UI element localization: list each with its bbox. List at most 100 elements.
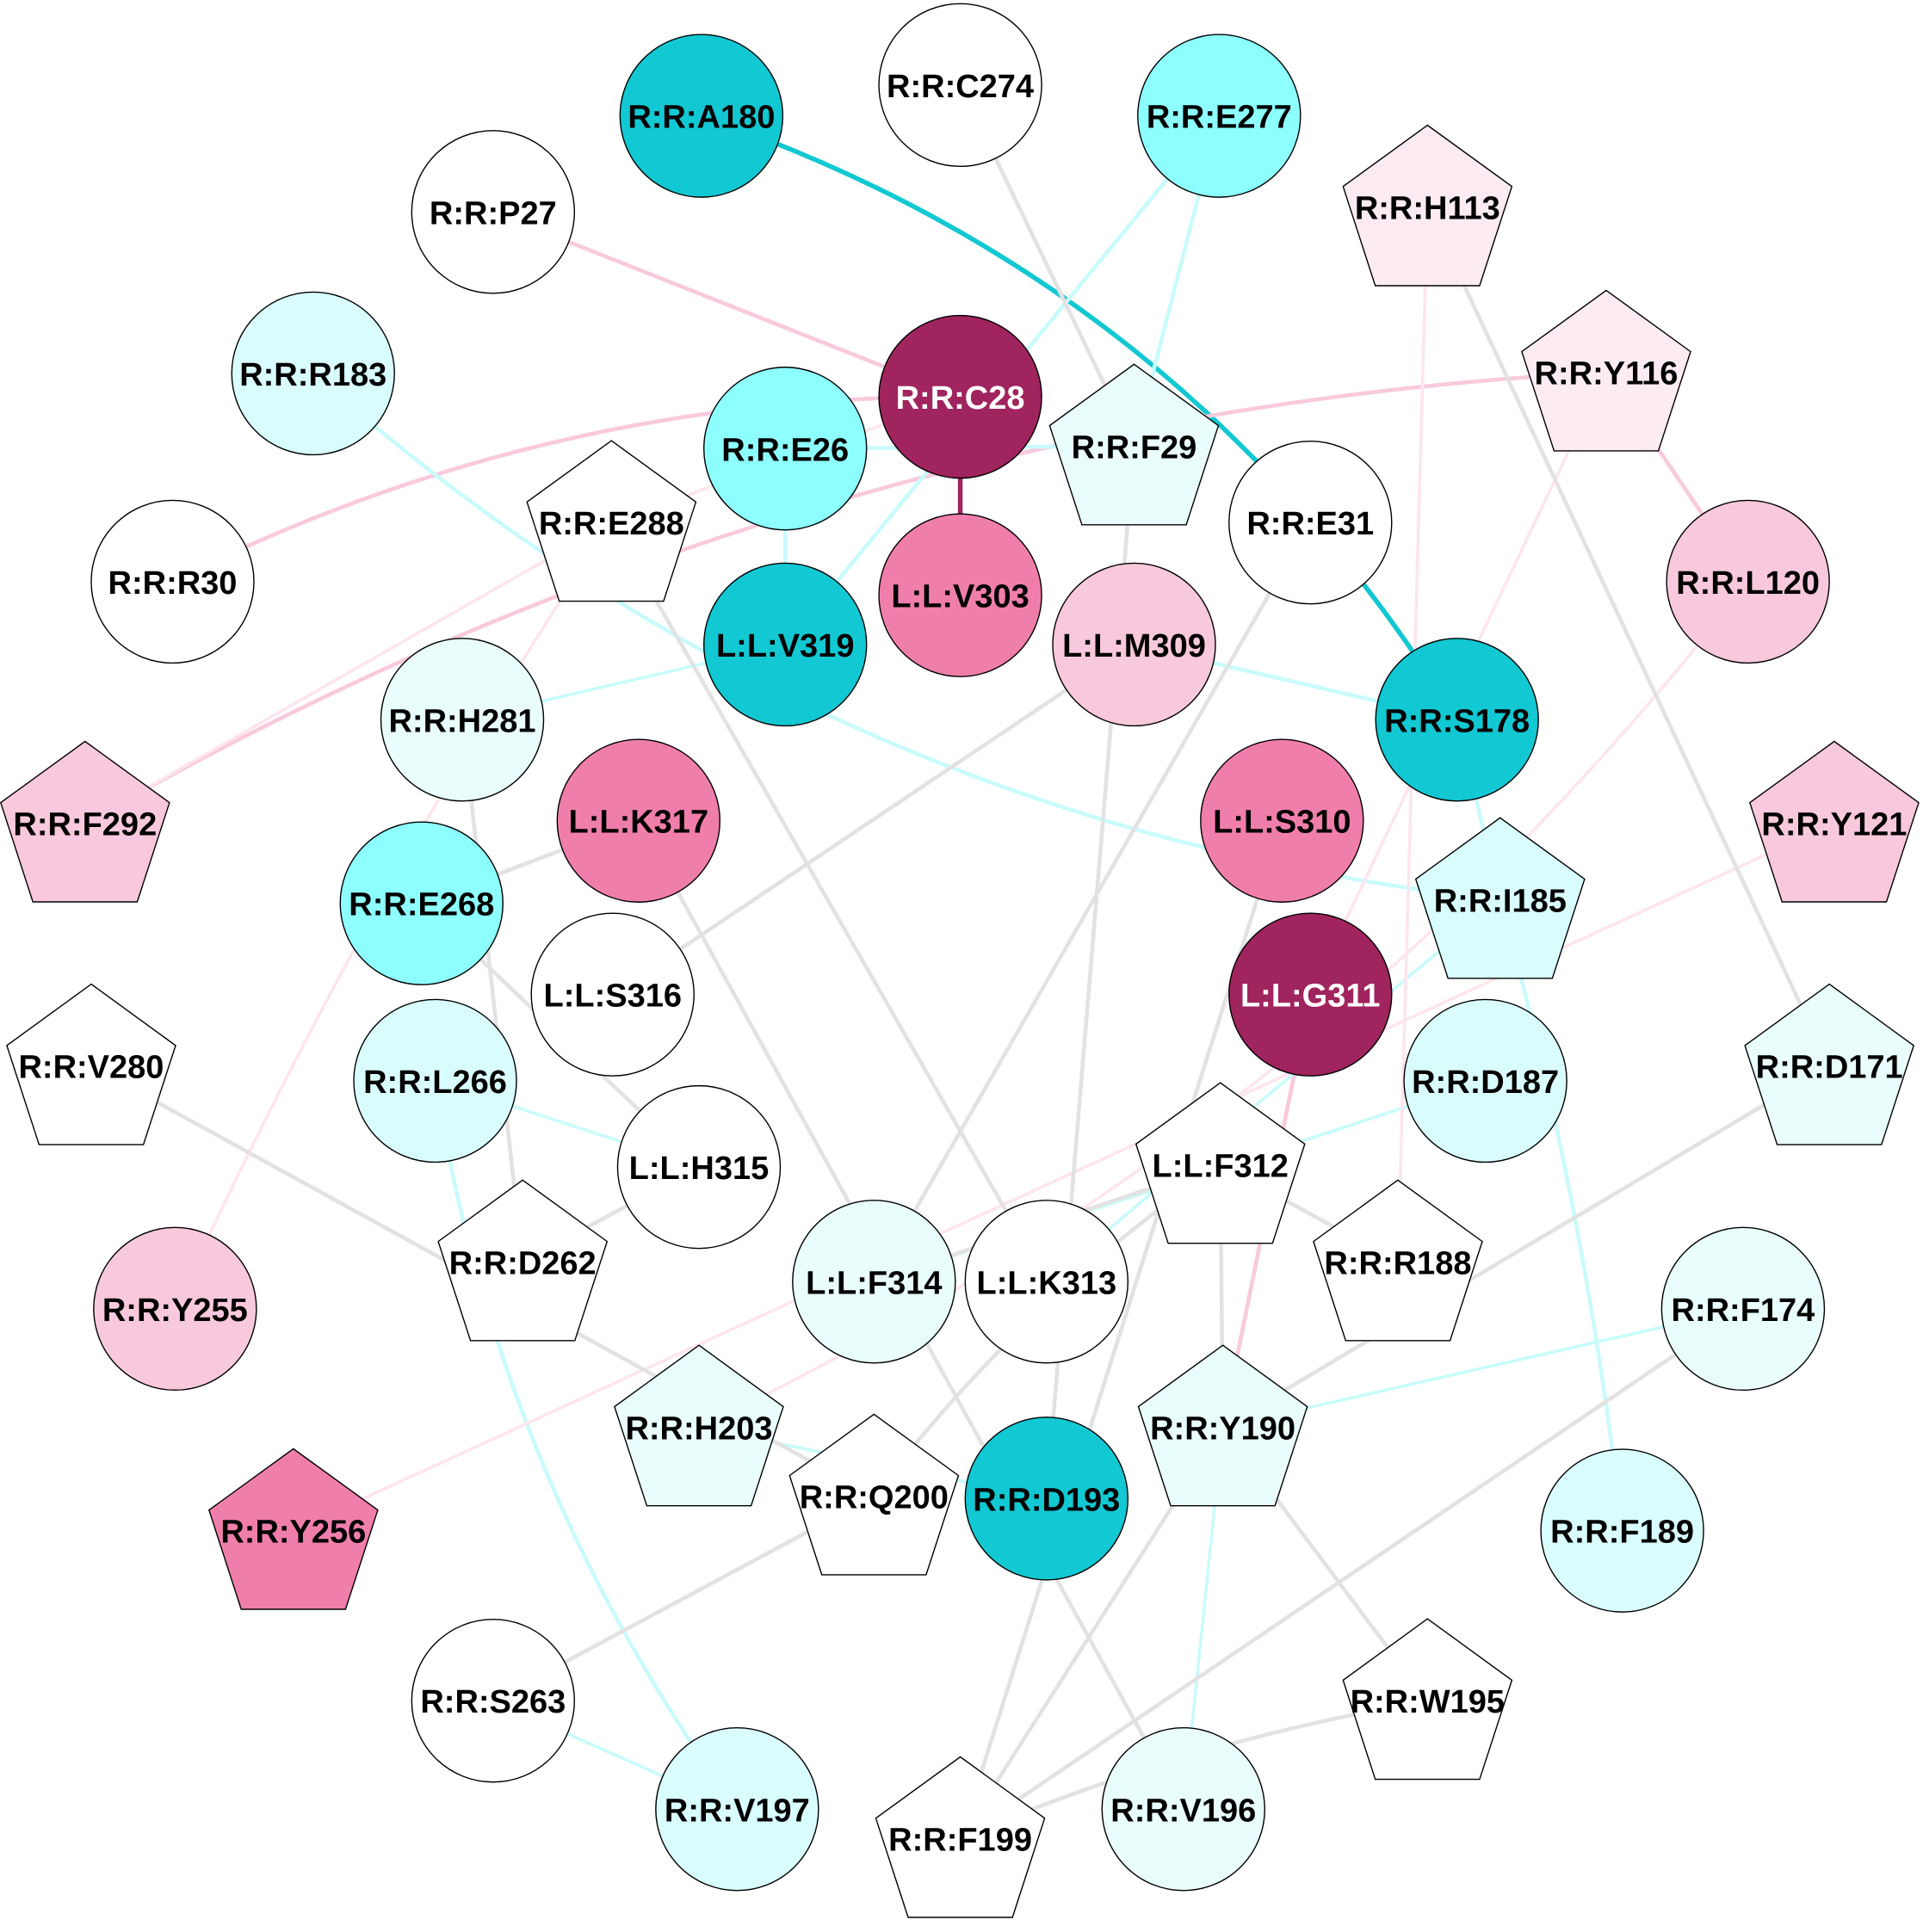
node-y190[interactable]: R:R:Y190: [1139, 1345, 1308, 1506]
node-label: R:R:R188: [1324, 1245, 1471, 1281]
node-f174[interactable]: R:R:F174: [1661, 1227, 1824, 1390]
node-k317[interactable]: L:L:K317: [557, 739, 720, 902]
node-i185[interactable]: R:R:I185: [1416, 818, 1585, 978]
node-q200[interactable]: R:R:Q200: [789, 1414, 958, 1575]
node-s178[interactable]: R:R:S178: [1376, 639, 1538, 801]
node-h315[interactable]: L:L:H315: [617, 1086, 780, 1249]
node-v280[interactable]: R:R:V280: [7, 985, 176, 1145]
node-label: R:R:V196: [1110, 1793, 1256, 1829]
node-label: R:R:V197: [665, 1793, 810, 1829]
node-l266[interactable]: R:R:L266: [354, 999, 516, 1162]
node-label: L:L:V303: [891, 579, 1029, 615]
node-label: R:R:Y116: [1535, 355, 1679, 392]
node-label: R:R:Y256: [220, 1515, 366, 1551]
node-label: R:R:D171: [1756, 1050, 1903, 1086]
edge-i185-f189: [1500, 899, 1623, 1530]
node-e277[interactable]: R:R:E277: [1138, 34, 1301, 197]
node-label: R:R:L266: [363, 1065, 507, 1101]
node-label: R:R:F189: [1550, 1515, 1694, 1551]
node-label: R:R:C274: [887, 69, 1034, 105]
node-label: R:R:C28: [896, 380, 1025, 417]
node-label: R:R:V280: [18, 1050, 164, 1086]
node-y256[interactable]: R:R:Y256: [209, 1449, 378, 1610]
node-label: R:R:H113: [1355, 191, 1500, 227]
node-e31[interactable]: R:R:E31: [1229, 441, 1392, 604]
node-l120[interactable]: R:R:L120: [1666, 500, 1829, 663]
node-label: L:L:H315: [629, 1151, 770, 1187]
node-v319[interactable]: L:L:V319: [704, 563, 867, 725]
node-label: L:L:F314: [806, 1265, 942, 1301]
node-s263[interactable]: R:R:S263: [411, 1620, 574, 1782]
node-label: R:R:R30: [108, 565, 238, 602]
node-w195[interactable]: R:R:W195: [1343, 1619, 1512, 1780]
node-y121[interactable]: R:R:Y121: [1750, 742, 1919, 903]
node-label: R:R:W195: [1351, 1684, 1505, 1720]
node-y255[interactable]: R:R:Y255: [94, 1227, 257, 1390]
node-c28[interactable]: R:R:C28: [879, 316, 1042, 478]
node-y116[interactable]: R:R:Y116: [1522, 290, 1691, 451]
node-label: L:L:M309: [1062, 628, 1206, 664]
node-g311[interactable]: L:L:G311: [1229, 913, 1392, 1076]
node-label: L:L:V319: [716, 628, 854, 664]
node-e268[interactable]: R:R:E268: [340, 822, 503, 985]
node-r183[interactable]: R:R:R183: [232, 292, 394, 454]
node-label: R:R:S263: [420, 1684, 566, 1720]
node-label: R:R:E26: [721, 432, 849, 468]
node-d171[interactable]: R:R:D171: [1745, 985, 1914, 1145]
node-label: L:L:K313: [977, 1265, 1117, 1301]
node-f312[interactable]: L:L:F312: [1136, 1083, 1305, 1244]
node-c274[interactable]: R:R:C274: [879, 3, 1042, 166]
node-label: R:R:I185: [1434, 883, 1567, 919]
node-f29[interactable]: R:R:F29: [1049, 364, 1218, 525]
node-a180[interactable]: R:R:A180: [620, 34, 782, 197]
node-label: R:R:D187: [1412, 1065, 1559, 1101]
node-label: R:R:F29: [1072, 429, 1197, 466]
node-f292[interactable]: R:R:F292: [1, 742, 170, 903]
node-label: R:R:S178: [1384, 703, 1530, 739]
node-f199[interactable]: R:R:F199: [876, 1757, 1045, 1918]
node-label: R:R:Y255: [102, 1293, 248, 1329]
node-v197[interactable]: R:R:V197: [656, 1728, 819, 1891]
node-label: R:R:D262: [449, 1245, 597, 1281]
node-v196[interactable]: R:R:V196: [1102, 1728, 1264, 1891]
node-d193[interactable]: R:R:D193: [965, 1417, 1128, 1580]
node-label: R:R:F174: [1672, 1293, 1815, 1329]
node-label: R:R:R183: [239, 357, 386, 393]
node-label: R:R:E277: [1147, 100, 1292, 136]
node-label: R:R:E31: [1246, 506, 1374, 542]
node-k313[interactable]: L:L:K313: [965, 1201, 1128, 1363]
node-label: R:R:Y121: [1761, 807, 1907, 843]
node-label: R:R:Q200: [800, 1480, 949, 1516]
node-h113[interactable]: R:R:H113: [1343, 126, 1512, 287]
node-r188[interactable]: R:R:R188: [1314, 1180, 1482, 1341]
node-m309[interactable]: L:L:M309: [1053, 563, 1215, 725]
node-label: R:R:D193: [973, 1482, 1120, 1518]
node-r30[interactable]: R:R:R30: [91, 500, 254, 663]
node-label: L:L:S316: [543, 978, 681, 1015]
node-label: R:R:F292: [13, 807, 157, 843]
node-label: R:R:E288: [539, 506, 684, 542]
node-v303[interactable]: L:L:V303: [879, 514, 1042, 676]
node-label: R:R:E268: [349, 887, 494, 923]
node-label: R:R:Y190: [1150, 1410, 1295, 1447]
node-label: R:R:H203: [625, 1410, 772, 1447]
nodes-layer: R:R:A180 R:R:C274 R:R:E277 R:R:P27 R:R:H113 R…: [1, 3, 1919, 1917]
node-e288[interactable]: R:R:E288: [527, 441, 696, 602]
node-s316[interactable]: L:L:S316: [531, 913, 694, 1076]
node-label: L:L:K317: [569, 805, 709, 841]
node-label: R:R:L120: [1676, 565, 1820, 602]
node-d187[interactable]: R:R:D187: [1404, 999, 1567, 1162]
node-p27[interactable]: R:R:P27: [411, 131, 574, 293]
node-s310[interactable]: L:L:S310: [1201, 739, 1363, 902]
node-e26[interactable]: R:R:E26: [704, 367, 867, 530]
node-f189[interactable]: R:R:F189: [1541, 1449, 1703, 1612]
node-label: R:R:F199: [888, 1823, 1032, 1859]
node-h281[interactable]: R:R:H281: [381, 639, 544, 801]
node-label: R:R:H281: [388, 703, 535, 739]
node-label: L:L:G311: [1240, 978, 1381, 1015]
node-f314[interactable]: L:L:F314: [793, 1201, 955, 1363]
node-label: L:L:S310: [1213, 805, 1351, 841]
node-label: L:L:F312: [1153, 1148, 1289, 1184]
node-d262[interactable]: R:R:D262: [438, 1180, 607, 1341]
